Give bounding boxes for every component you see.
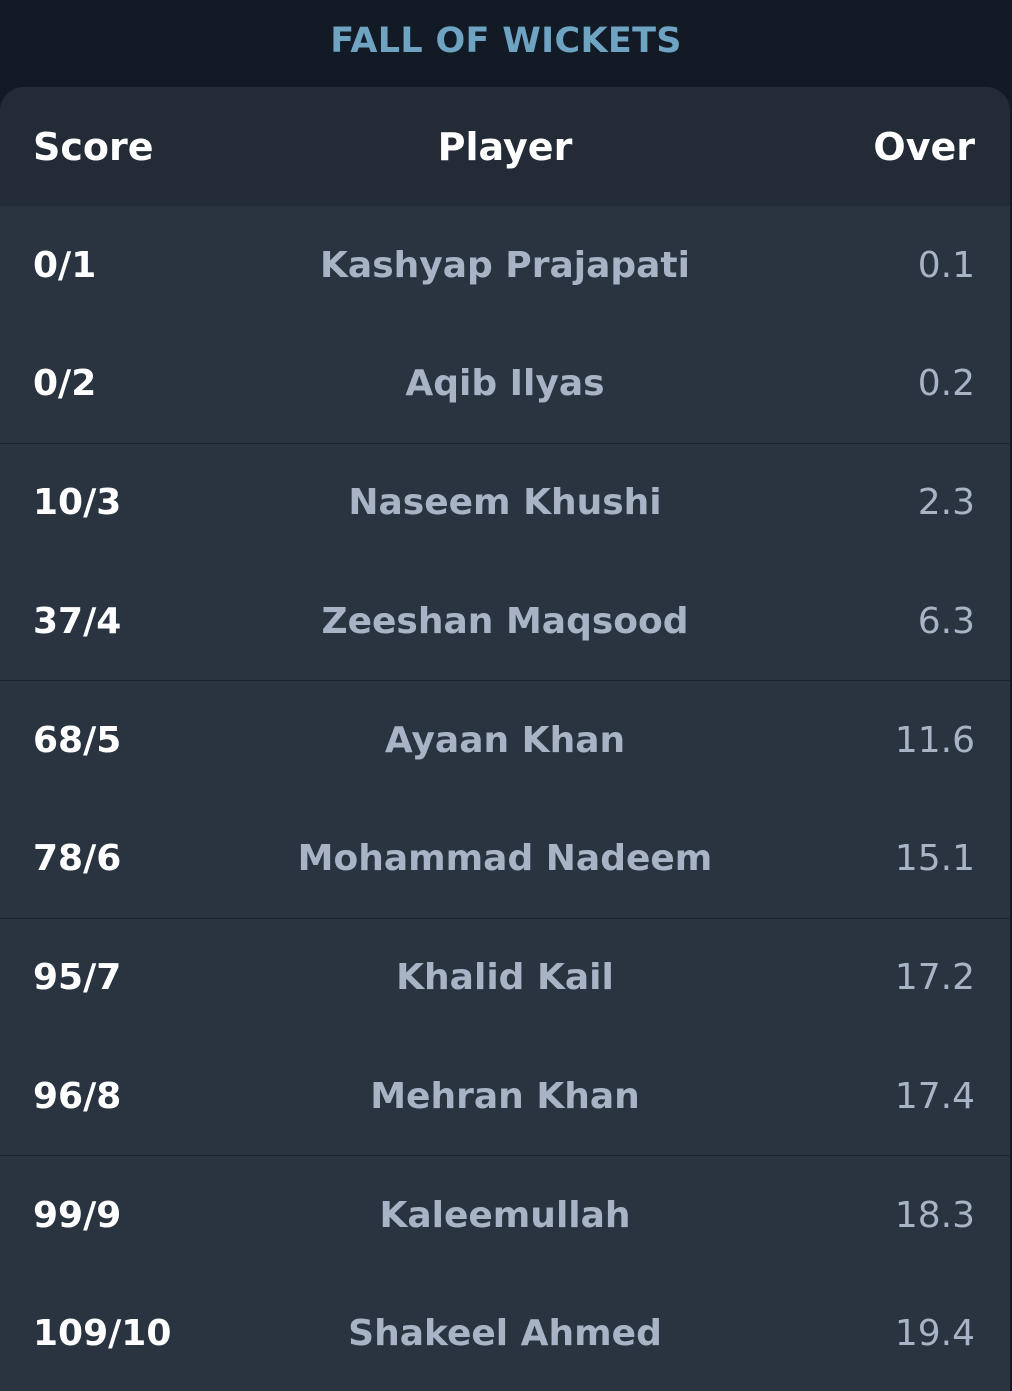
wicket-score: 10/3 — [33, 482, 122, 524]
player-name: Ayaan Khan — [384, 719, 626, 761]
wicket-over: 0.2 — [917, 362, 975, 404]
wicket-score: 37/4 — [33, 600, 122, 642]
wicket-score: 96/8 — [33, 1075, 122, 1117]
section-title: FALL OF WICKETS — [330, 21, 682, 61]
table-row: Naseem Khushi 10/3 2.3 — [0, 444, 1010, 562]
table-row: Kashyap Prajapati 0/1 0.1 — [0, 206, 1010, 324]
header-score: Score — [33, 124, 154, 169]
table-row: Ayaan Khan 68/5 11.6 — [0, 681, 1010, 799]
table-row: Khalid Kail 95/7 17.2 — [0, 919, 1010, 1037]
table-row: Shakeel Ahmed 109/10 19.4 — [0, 1275, 1010, 1391]
header-player: Player — [437, 124, 573, 169]
wicket-score: 0/2 — [33, 362, 97, 404]
wicket-score: 95/7 — [33, 957, 122, 999]
wicket-over: 6.3 — [917, 600, 975, 642]
table-row: Mohammad Nadeem 78/6 15.1 — [0, 799, 1010, 917]
wicket-score: 0/1 — [33, 244, 97, 286]
wicket-over: 11.6 — [894, 719, 975, 761]
table-row: Mehran Khan 96/8 17.4 — [0, 1037, 1010, 1155]
wicket-score: 68/5 — [33, 719, 122, 761]
wicket-over: 0.1 — [917, 244, 975, 286]
table-row: Zeeshan Maqsood 37/4 6.3 — [0, 562, 1010, 680]
player-name: Mohammad Nadeem — [297, 838, 713, 880]
player-name: Shakeel Ahmed — [348, 1313, 662, 1355]
player-name: Aqib Ilyas — [405, 362, 605, 404]
table-row: Kaleemullah 99/9 18.3 — [0, 1156, 1010, 1274]
player-name: Naseem Khushi — [348, 482, 662, 524]
player-name: Zeeshan Maqsood — [321, 600, 689, 642]
wicket-over: 18.3 — [894, 1195, 975, 1237]
player-name: Kaleemullah — [379, 1195, 631, 1237]
row-divider — [0, 680, 1010, 682]
wicket-over: 15.1 — [894, 838, 975, 880]
fall-of-wickets-table: Player Score Over Kashyap Prajapati 0/1 … — [0, 87, 1010, 1391]
wicket-score: 78/6 — [33, 838, 122, 880]
player-name: Khalid Kail — [396, 957, 614, 999]
wicket-over: 19.4 — [894, 1313, 975, 1355]
header-over: Over — [873, 124, 975, 169]
table-header: Player Score Over — [0, 87, 1010, 206]
table-row: Aqib Ilyas 0/2 0.2 — [0, 324, 1010, 442]
row-divider — [0, 917, 1010, 919]
wicket-over: 17.4 — [894, 1075, 975, 1117]
wicket-score: 109/10 — [33, 1313, 172, 1355]
player-name: Kashyap Prajapati — [320, 244, 690, 286]
wicket-over: 2.3 — [917, 482, 975, 524]
player-name: Mehran Khan — [370, 1075, 640, 1117]
wicket-over: 17.2 — [894, 957, 975, 999]
wicket-score: 99/9 — [33, 1195, 122, 1237]
row-divider — [0, 1155, 1010, 1157]
row-divider — [0, 442, 1010, 444]
